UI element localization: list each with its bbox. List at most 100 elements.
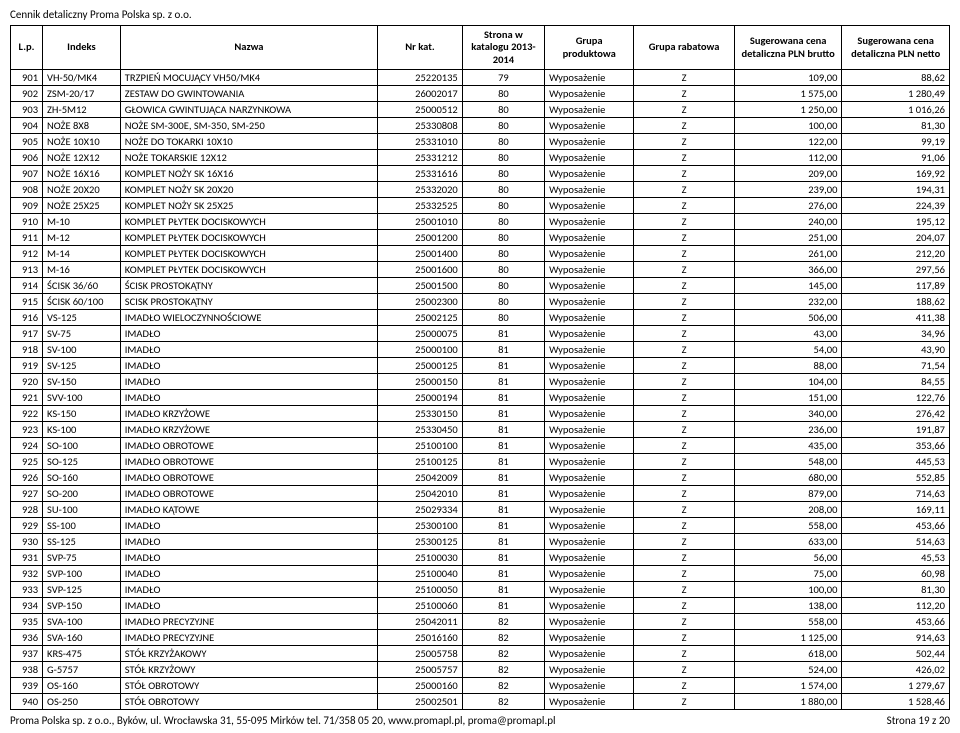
document-title: Cennik detaliczny Proma Polska sp. z o.o… [10, 8, 950, 21]
table-cell: 25331212 [378, 150, 463, 166]
table-cell: 25000194 [378, 390, 463, 406]
table-body: 901VH-50/MK4TRZPIEŃ MOCUJĄCY VH50/MK4252… [11, 70, 950, 710]
table-row: 901VH-50/MK4TRZPIEŃ MOCUJĄCY VH50/MK4252… [11, 70, 950, 86]
col-nrkat: Nr kat. [378, 26, 463, 70]
table-row: 915ŚCISK 60/100SCISK PROSTOKĄTNY25002300… [11, 294, 950, 310]
table-cell: NOŻE 8X8 [43, 118, 121, 134]
table-cell: M-14 [43, 246, 121, 262]
table-cell: 80 [462, 246, 544, 262]
table-cell: 921 [11, 390, 43, 406]
col-strona: Strona w katalogu 2013-2014 [462, 26, 544, 70]
table-cell: KOMPLET PŁYTEK DOCISKOWYCH [120, 262, 377, 278]
table-cell: 80 [462, 150, 544, 166]
table-cell: 81 [462, 598, 544, 614]
table-cell: Wyposażenie [545, 646, 634, 662]
table-cell: Z [634, 422, 735, 438]
table-cell: Wyposażenie [545, 694, 634, 710]
table-cell: 81 [462, 566, 544, 582]
table-cell: KOMPLET PŁYTEK DOCISKOWYCH [120, 246, 377, 262]
table-cell: SV-75 [43, 326, 121, 342]
table-cell: 502,44 [842, 646, 950, 662]
table-cell: Wyposażenie [545, 198, 634, 214]
table-cell: KS-100 [43, 422, 121, 438]
table-cell: IMADŁO [120, 550, 377, 566]
table-cell: Wyposażenie [545, 278, 634, 294]
table-cell: Wyposażenie [545, 326, 634, 342]
table-cell: 100,00 [734, 582, 842, 598]
table-cell: 1 280,49 [842, 86, 950, 102]
table-cell: Wyposażenie [545, 214, 634, 230]
table-cell: NOŻE 20X20 [43, 182, 121, 198]
table-cell: 548,00 [734, 454, 842, 470]
table-cell: 1 016,26 [842, 102, 950, 118]
table-cell: M-12 [43, 230, 121, 246]
table-cell: 930 [11, 534, 43, 550]
table-cell: 80 [462, 182, 544, 198]
table-cell: 917 [11, 326, 43, 342]
table-cell: SVP-100 [43, 566, 121, 582]
table-cell: 25100030 [378, 550, 463, 566]
footer-company-info: Proma Polska sp. z o.o., Byków, ul. Wroc… [10, 714, 556, 727]
table-cell: 25000150 [378, 374, 463, 390]
table-cell: 81 [462, 406, 544, 422]
table-cell: Z [634, 390, 735, 406]
table-cell: 25029334 [378, 502, 463, 518]
table-cell: Z [634, 582, 735, 598]
table-cell: 453,66 [842, 518, 950, 534]
table-cell: SVP-75 [43, 550, 121, 566]
table-cell: 938 [11, 662, 43, 678]
table-cell: 188,62 [842, 294, 950, 310]
table-row: 912M-14KOMPLET PŁYTEK DOCISKOWYCH2500140… [11, 246, 950, 262]
table-cell: Wyposażenie [545, 310, 634, 326]
table-cell: 122,76 [842, 390, 950, 406]
table-cell: 91,06 [842, 150, 950, 166]
table-cell: 80 [462, 102, 544, 118]
table-cell: 25330450 [378, 422, 463, 438]
table-cell: 80 [462, 198, 544, 214]
table-cell: 104,00 [734, 374, 842, 390]
table-row: 906NOŻE 12X12NOŻE TOKARSKIE 12X122533121… [11, 150, 950, 166]
table-row: 936SVA-160IMADŁO PRECYZYJNE2501616082Wyp… [11, 630, 950, 646]
table-cell: Z [634, 150, 735, 166]
table-cell: Wyposażenie [545, 470, 634, 486]
table-cell: IMADŁO [120, 598, 377, 614]
table-cell: 80 [462, 278, 544, 294]
table-cell: Z [634, 262, 735, 278]
table-cell: NOŻE 10X10 [43, 134, 121, 150]
table-cell: 81 [462, 486, 544, 502]
table-cell: Wyposażenie [545, 230, 634, 246]
table-cell: 366,00 [734, 262, 842, 278]
table-row: 907NOŻE 16X16KOMPLET NOŻY SK 16X16253316… [11, 166, 950, 182]
table-cell: 916 [11, 310, 43, 326]
table-cell: Z [634, 198, 735, 214]
table-row: 937KRS-475STÓŁ KRZYŻAKOWY2500575882Wypos… [11, 646, 950, 662]
table-row: 930SS-125IMADŁO2530012581WyposażenieZ633… [11, 534, 950, 550]
table-cell: KOMPLET NOŻY SK 25X25 [120, 198, 377, 214]
table-cell: SVA-160 [43, 630, 121, 646]
table-cell: 928 [11, 502, 43, 518]
table-cell: Wyposażenie [545, 630, 634, 646]
table-cell: OS-160 [43, 678, 121, 694]
table-cell: 276,42 [842, 406, 950, 422]
table-cell: STÓŁ OBROTOWY [120, 678, 377, 694]
table-cell: 912 [11, 246, 43, 262]
table-cell: Z [634, 534, 735, 550]
table-cell: 88,62 [842, 70, 950, 86]
table-cell: Z [634, 454, 735, 470]
table-cell: IMADŁO [120, 358, 377, 374]
table-cell: 43,90 [842, 342, 950, 358]
table-cell: Wyposażenie [545, 358, 634, 374]
table-row: 929SS-100IMADŁO2530010081WyposażenieZ558… [11, 518, 950, 534]
table-cell: NOŻE 25X25 [43, 198, 121, 214]
table-row: 914ŚCISK 36/60ŚCISK PROSTOKĄTNY250015008… [11, 278, 950, 294]
table-row: 922KS-150IMADŁO KRZYŻOWE2533015081Wyposa… [11, 406, 950, 422]
table-cell: ŚCISK PROSTOKĄTNY [120, 278, 377, 294]
table-cell: SS-125 [43, 534, 121, 550]
table-cell: ZESTAW DO GWINTOWANIA [120, 86, 377, 102]
table-cell: 25001200 [378, 230, 463, 246]
table-cell: 82 [462, 646, 544, 662]
table-cell: Z [634, 662, 735, 678]
table-cell: Z [634, 230, 735, 246]
table-cell: 60,98 [842, 566, 950, 582]
table-cell: Z [634, 294, 735, 310]
